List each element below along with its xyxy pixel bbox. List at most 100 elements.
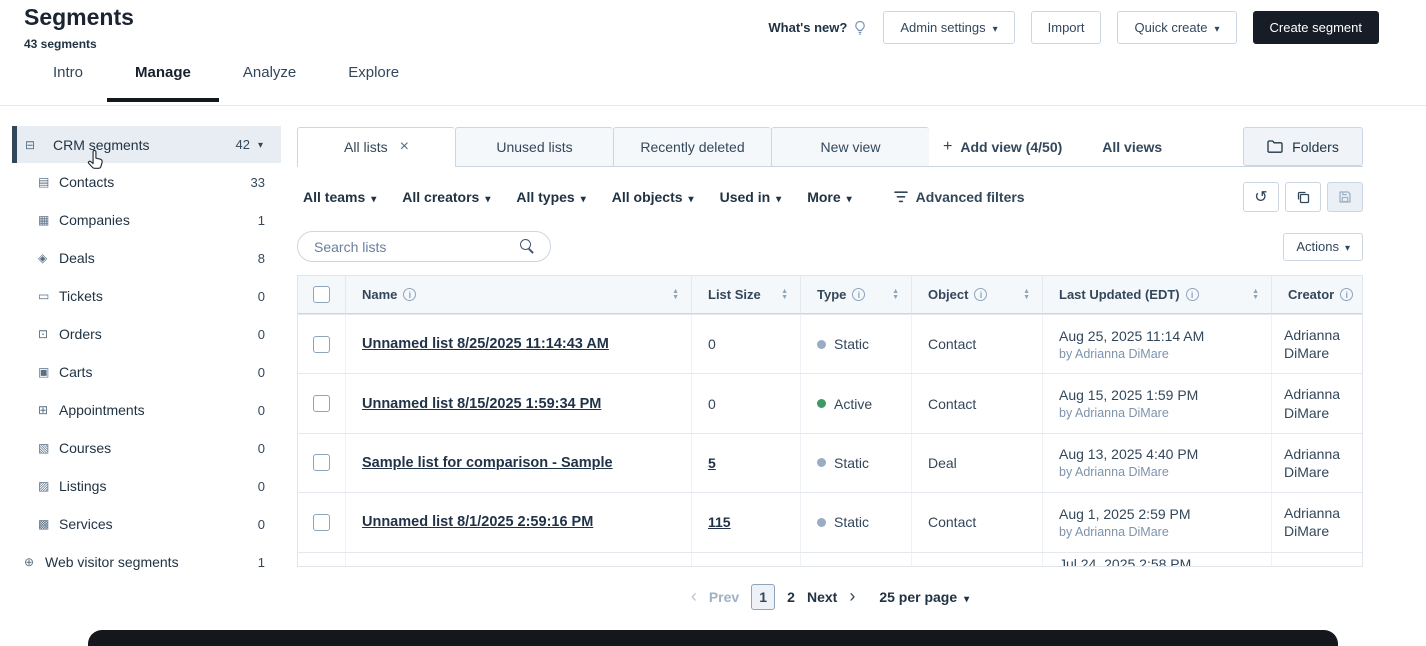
- admin-settings-button[interactable]: Admin settings: [883, 11, 1014, 44]
- sort-icon[interactable]: [781, 289, 788, 301]
- all-views-button[interactable]: All views: [1102, 127, 1162, 166]
- chevron-down-icon: [689, 189, 694, 205]
- sidebar-item-web-visitor-segments[interactable]: ⊕ Web visitor segments 1: [0, 543, 281, 581]
- advanced-filters-button[interactable]: Advanced filters: [894, 189, 1025, 205]
- table-header: Name List Size Type: [298, 276, 1362, 314]
- copy-icon: [1296, 190, 1310, 204]
- chevron-down-icon: [993, 20, 998, 35]
- filter-all-teams[interactable]: All teams: [303, 189, 376, 205]
- sidebar-item-orders[interactable]: ⊡ Orders 0: [0, 315, 281, 353]
- chevron-right-icon[interactable]: [849, 586, 855, 607]
- last-updated-cell: Aug 15, 2025 1:59 PM by Adrianna DiMare: [1043, 374, 1272, 432]
- list-name-link[interactable]: Unnamed list 8/1/2025 2:59:16 PM: [362, 514, 593, 530]
- row-checkbox[interactable]: [313, 514, 330, 531]
- list-name-link[interactable]: Sample list for comparison - Sample: [362, 455, 613, 471]
- sort-icon[interactable]: [672, 289, 679, 301]
- sidebar-item-label: Services: [59, 516, 258, 532]
- filters-row: All teams All creators All types All obj…: [297, 167, 1363, 225]
- sidebar-item-services[interactable]: ▩ Services 0: [0, 505, 281, 543]
- deals-icon: ◈: [38, 251, 59, 265]
- sort-icon[interactable]: [1252, 289, 1259, 301]
- tickets-icon: ▭: [38, 289, 59, 303]
- list-name-link[interactable]: Unnamed list 8/25/2025 11:14:43 AM: [362, 336, 609, 352]
- view-tab-label: Recently deleted: [640, 139, 744, 155]
- sort-icon[interactable]: [892, 289, 899, 301]
- undo-icon: [1254, 187, 1267, 207]
- sidebar-item-count: 42: [236, 137, 250, 152]
- cursor-hand-icon: [86, 148, 106, 172]
- row-checkbox[interactable]: [313, 395, 330, 412]
- sidebar-item-companies[interactable]: ▦ Companies 1: [0, 201, 281, 239]
- select-all-checkbox[interactable]: [313, 286, 330, 303]
- create-segment-button[interactable]: Create segment: [1253, 11, 1380, 44]
- sidebar-item-listings[interactable]: ▨ Listings 0: [0, 467, 281, 505]
- updated-by: by Adrianna DiMare: [1059, 347, 1169, 361]
- chevron-down-icon: [847, 189, 852, 205]
- actions-button[interactable]: Actions: [1283, 233, 1363, 261]
- column-label: Type: [817, 287, 846, 302]
- column-header-last-updated: Last Updated (EDT): [1043, 276, 1272, 314]
- whats-new-link[interactable]: What's new?: [768, 20, 867, 35]
- filter-label: More: [807, 189, 840, 205]
- filter-all-objects[interactable]: All objects: [612, 189, 694, 205]
- view-tab-label: New view: [821, 139, 881, 155]
- folders-button[interactable]: Folders: [1243, 127, 1363, 166]
- list-name-link[interactable]: Unnamed list 8/15/2025 1:59:34 PM: [362, 396, 601, 412]
- tab-intro[interactable]: Intro: [53, 64, 83, 102]
- quick-create-button[interactable]: Quick create: [1117, 11, 1236, 44]
- status-label: Static: [834, 455, 869, 471]
- pagination: Prev 1 2 Next 25 per page: [297, 584, 1363, 610]
- add-view-button[interactable]: Add view (4/50): [929, 127, 1076, 166]
- per-page-select[interactable]: 25 per page: [879, 589, 969, 605]
- updated-date: Aug 15, 2025 1:59 PM: [1059, 387, 1198, 403]
- sidebar-item-courses[interactable]: ▧ Courses 0: [0, 429, 281, 467]
- sidebar-item-contacts[interactable]: ▤ Contacts 33: [0, 163, 281, 201]
- info-icon[interactable]: [1186, 288, 1199, 301]
- row-checkbox[interactable]: [313, 454, 330, 471]
- sidebar-item-count: 0: [258, 327, 265, 342]
- filter-all-types[interactable]: All types: [516, 189, 585, 205]
- filter-more[interactable]: More: [807, 189, 851, 205]
- column-header-list-size: List Size: [692, 276, 801, 314]
- page-1-button[interactable]: 1: [751, 584, 775, 610]
- view-tab-recently-deleted[interactable]: Recently deleted: [613, 127, 771, 166]
- bottom-dock-bar: [88, 630, 1338, 646]
- column-header-type: Type: [801, 276, 912, 314]
- column-header-name: Name: [346, 276, 692, 314]
- info-icon[interactable]: [403, 288, 416, 301]
- view-tab-all-lists[interactable]: All lists: [297, 127, 455, 166]
- sidebar-item-crm-segments[interactable]: ⊟ CRM segments 42: [12, 126, 281, 163]
- chevron-down-icon: [1345, 239, 1350, 254]
- sidebar-item-carts[interactable]: ▣ Carts 0: [0, 353, 281, 391]
- updated-date: Aug 25, 2025 11:14 AM: [1059, 328, 1204, 344]
- next-page-button[interactable]: Next: [807, 589, 837, 605]
- view-tab-unused-lists[interactable]: Unused lists: [455, 127, 613, 166]
- info-icon[interactable]: [974, 288, 987, 301]
- sidebar-item-tickets[interactable]: ▭ Tickets 0: [0, 277, 281, 315]
- tab-analyze[interactable]: Analyze: [243, 64, 296, 102]
- orders-icon: ⊡: [38, 327, 59, 341]
- sidebar-item-appointments[interactable]: ⊞ Appointments 0: [0, 391, 281, 429]
- column-label: Name: [362, 287, 397, 302]
- view-tab-new-view[interactable]: New view: [771, 127, 929, 166]
- clone-view-button[interactable]: [1285, 182, 1321, 212]
- row-checkbox[interactable]: [313, 336, 330, 353]
- pager: Prev 1 2 Next: [691, 584, 856, 610]
- tab-manage[interactable]: Manage: [135, 64, 191, 102]
- tab-explore[interactable]: Explore: [348, 64, 399, 102]
- list-size-link[interactable]: 115: [708, 514, 731, 530]
- close-icon[interactable]: [400, 138, 409, 156]
- filter-used-in[interactable]: Used in: [720, 189, 782, 205]
- info-icon[interactable]: [852, 288, 865, 301]
- sort-icon[interactable]: [1023, 289, 1030, 301]
- whats-new-label: What's new?: [768, 20, 847, 35]
- search-input[interactable]: [297, 231, 551, 262]
- info-icon[interactable]: [1340, 288, 1353, 301]
- status-dot: [817, 518, 826, 527]
- page-2-button[interactable]: 2: [787, 589, 795, 605]
- list-size-link[interactable]: 5: [708, 455, 716, 471]
- sidebar-item-deals[interactable]: ◈ Deals 8: [0, 239, 281, 277]
- reset-view-button[interactable]: [1243, 182, 1279, 212]
- import-button[interactable]: Import: [1031, 11, 1102, 44]
- filter-all-creators[interactable]: All creators: [402, 189, 490, 205]
